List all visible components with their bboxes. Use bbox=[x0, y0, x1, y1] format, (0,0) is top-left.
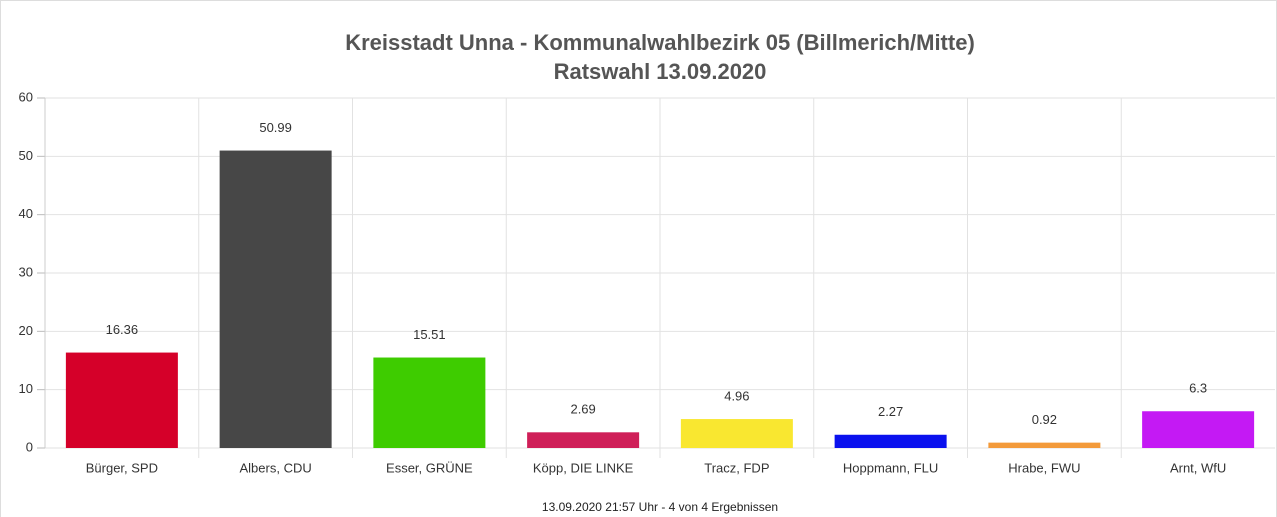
value-label: 50.99 bbox=[259, 120, 292, 135]
value-label: 2.27 bbox=[878, 404, 903, 419]
y-tick-label: 40 bbox=[19, 206, 33, 221]
x-tick-label: Hrabe, FWU bbox=[1008, 460, 1080, 475]
chart-title: Kreisstadt Unna - Kommunalwahlbezirk 05 … bbox=[345, 30, 975, 55]
x-tick-label: Bürger, SPD bbox=[86, 460, 158, 475]
value-label: 6.3 bbox=[1189, 381, 1207, 396]
y-tick-label: 0 bbox=[26, 439, 33, 454]
y-tick-label: 20 bbox=[19, 323, 33, 338]
bar bbox=[1142, 411, 1255, 448]
bar bbox=[373, 357, 486, 448]
y-tick-label: 50 bbox=[19, 148, 33, 163]
caption: 13.09.2020 21:57 Uhr - 4 von 4 Ergebniss… bbox=[542, 500, 778, 514]
value-label: 0.92 bbox=[1032, 412, 1057, 427]
y-tick-label: 30 bbox=[19, 264, 33, 279]
value-label: 4.96 bbox=[724, 389, 749, 404]
value-label: 16.36 bbox=[106, 322, 139, 337]
y-tick-label: 10 bbox=[19, 381, 33, 396]
x-tick-label: Arnt, WfU bbox=[1170, 460, 1226, 475]
bar bbox=[527, 432, 640, 448]
x-tick-label: Tracz, FDP bbox=[704, 460, 769, 475]
bar bbox=[680, 419, 793, 448]
x-tick-label: Hoppmann, FLU bbox=[843, 460, 938, 475]
bar bbox=[834, 434, 947, 448]
y-tick-label: 60 bbox=[19, 89, 33, 104]
x-tick-label: Köpp, DIE LINKE bbox=[533, 460, 634, 475]
value-label: 15.51 bbox=[413, 327, 446, 342]
x-tick-label: Albers, CDU bbox=[240, 460, 312, 475]
value-label: 2.69 bbox=[570, 402, 595, 417]
bar bbox=[988, 442, 1101, 448]
x-tick-label: Esser, GRÜNE bbox=[386, 460, 473, 475]
bar bbox=[65, 352, 178, 448]
chart-subtitle: Ratswahl 13.09.2020 bbox=[554, 59, 767, 84]
bar bbox=[219, 150, 332, 448]
